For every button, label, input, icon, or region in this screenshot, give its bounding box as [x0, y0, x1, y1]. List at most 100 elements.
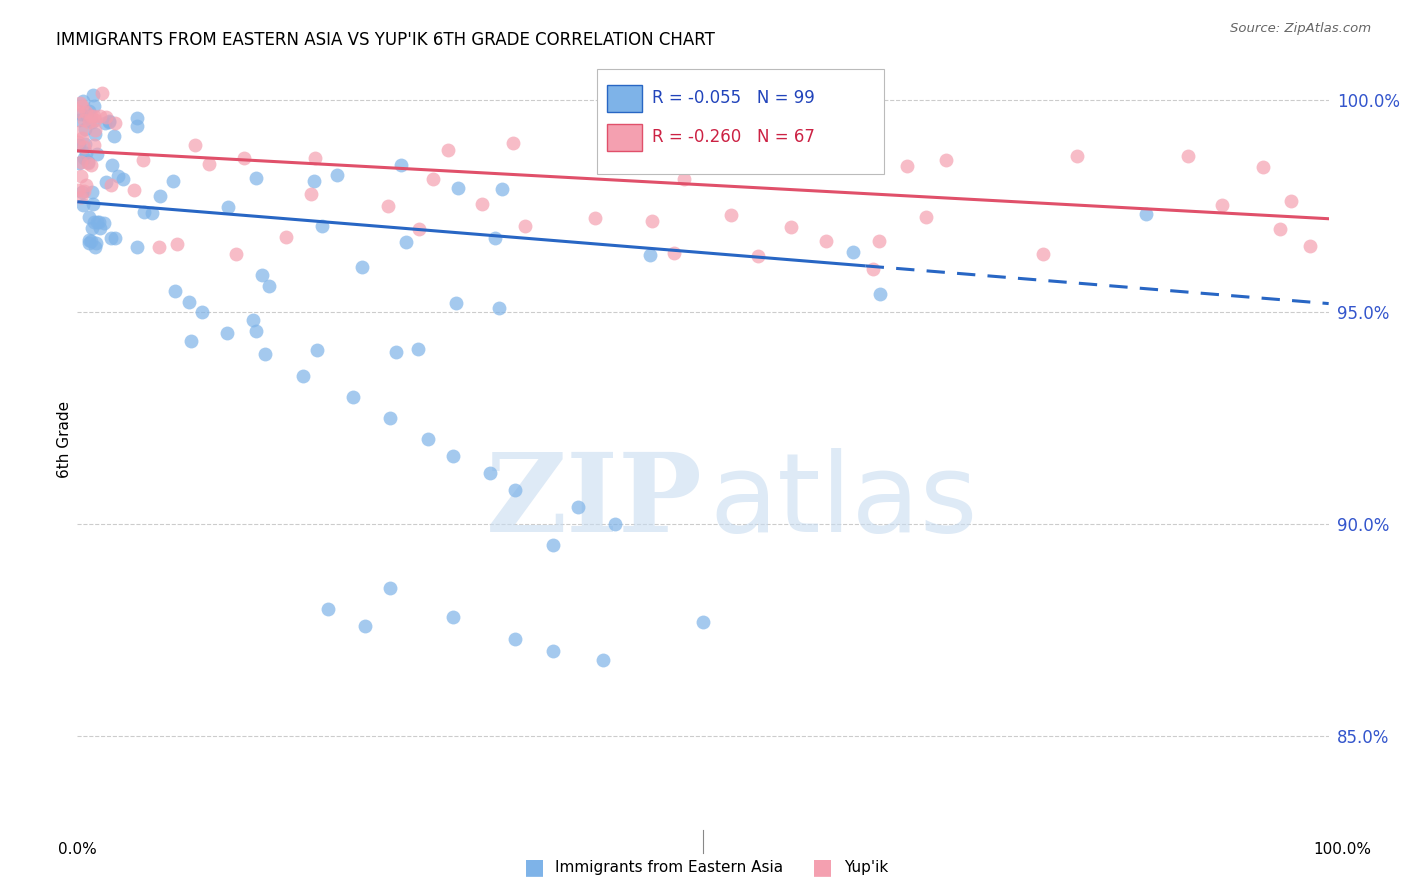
Point [83, 109, 105, 123]
Point [191, 305, 214, 319]
Point [75, 146, 97, 161]
Point [352, 260, 374, 274]
Point [780, 219, 803, 234]
Text: ■: ■ [813, 857, 832, 877]
Point [605, 517, 627, 532]
Point [488, 301, 510, 316]
FancyBboxPatch shape [596, 69, 884, 174]
Point [73, 184, 96, 198]
Point [408, 221, 430, 235]
Point [111, 172, 134, 186]
Point [436, 143, 458, 157]
Point [77, 156, 100, 170]
Point [378, 581, 402, 595]
Point [141, 206, 163, 220]
Point [101, 158, 124, 172]
Text: Yup'ik: Yup'ik [844, 860, 887, 874]
Point [107, 169, 129, 183]
Y-axis label: 6th Grade: 6th Grade [56, 401, 72, 478]
Point [217, 200, 239, 214]
Point [80, 109, 103, 123]
Point [1066, 148, 1088, 162]
Point [184, 138, 207, 153]
Point [67, 103, 90, 118]
Point [134, 205, 156, 219]
Point [73, 140, 96, 154]
Point [149, 189, 172, 203]
Point [89, 220, 111, 235]
Point [72, 185, 94, 199]
Point [304, 151, 326, 165]
Point [75, 105, 97, 120]
Point [385, 345, 408, 359]
Point [541, 644, 564, 658]
Point [441, 450, 464, 464]
Point [77, 103, 100, 118]
Point [82, 114, 104, 128]
Point [1251, 160, 1274, 174]
Point [83, 138, 105, 153]
Point [471, 197, 494, 211]
Point [197, 157, 219, 171]
Point [91, 86, 114, 100]
Point [77, 155, 100, 169]
Point [122, 183, 145, 197]
Point [1298, 239, 1320, 253]
Point [67, 138, 90, 153]
Point [672, 171, 695, 186]
Point [567, 500, 589, 515]
Text: R = -0.055   N = 99: R = -0.055 N = 99 [652, 89, 814, 107]
Point [166, 236, 188, 251]
Point [1268, 222, 1291, 236]
Point [316, 602, 339, 616]
Point [1135, 207, 1157, 221]
Point [70, 99, 93, 113]
Point [87, 215, 110, 229]
Point [395, 235, 418, 249]
Point [274, 230, 297, 244]
Point [250, 268, 273, 282]
Point [77, 115, 100, 129]
Point [747, 249, 769, 263]
Point [422, 172, 444, 186]
Point [342, 390, 364, 404]
Point [127, 112, 149, 126]
Point [447, 181, 470, 195]
Point [444, 295, 467, 310]
Point [77, 211, 100, 225]
Point [104, 115, 127, 129]
Point [148, 240, 170, 254]
Point [69, 190, 91, 204]
Point [245, 170, 267, 185]
Point [664, 246, 686, 260]
Point [180, 334, 202, 348]
Point [915, 210, 938, 224]
Text: 0.0%: 0.0% [58, 842, 97, 856]
Point [100, 231, 122, 245]
Point [583, 211, 606, 226]
Point [225, 247, 247, 261]
Point [70, 155, 93, 169]
Point [103, 128, 125, 143]
Point [75, 137, 97, 152]
Point [868, 235, 890, 249]
Point [94, 176, 117, 190]
Point [935, 153, 957, 167]
Point [291, 368, 314, 383]
Point [1031, 247, 1053, 261]
Point [377, 199, 399, 213]
Point [82, 221, 104, 235]
Point [638, 248, 661, 262]
Point [98, 113, 121, 128]
Point [86, 215, 108, 229]
Text: ■: ■ [524, 857, 544, 877]
Point [862, 261, 884, 276]
Point [76, 109, 98, 123]
Point [484, 231, 506, 245]
Point [479, 467, 502, 481]
FancyBboxPatch shape [606, 85, 641, 112]
Point [73, 151, 96, 165]
Point [79, 233, 101, 247]
Point [502, 136, 524, 150]
Point [94, 116, 117, 130]
